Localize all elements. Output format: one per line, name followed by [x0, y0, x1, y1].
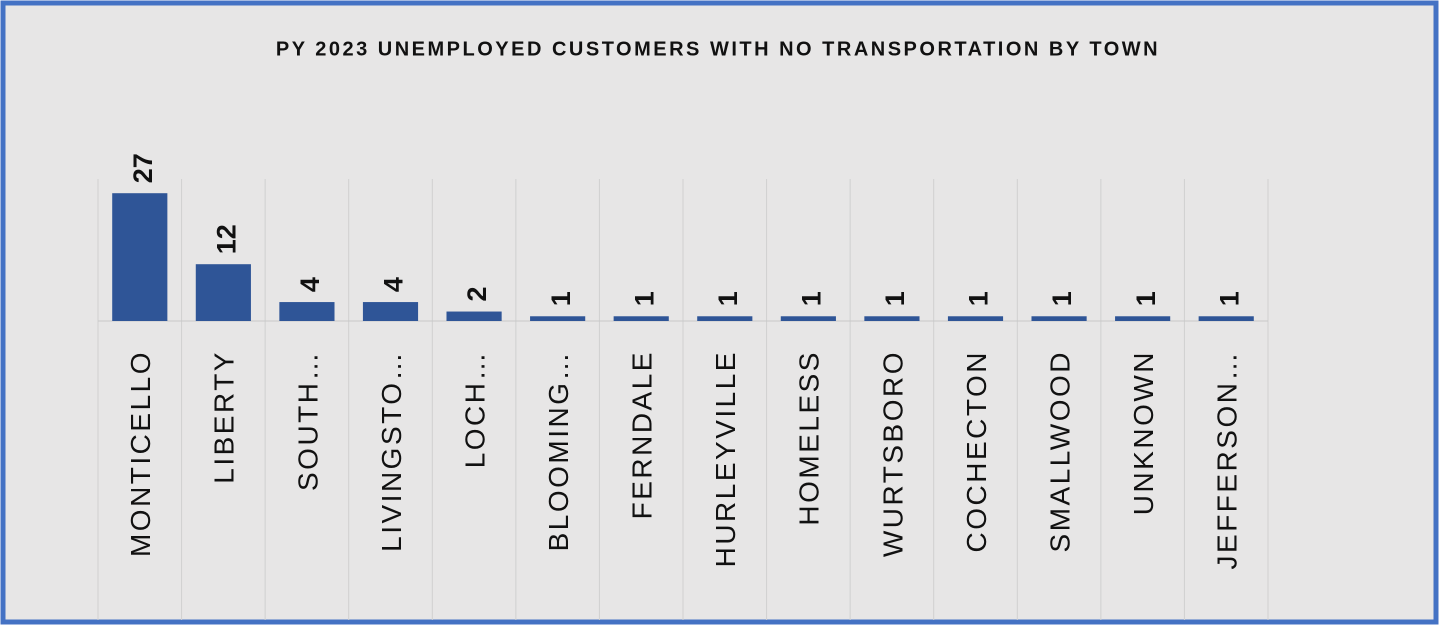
data-label: 12 [211, 224, 241, 254]
x-tick-label: MONTICELLO [125, 350, 156, 557]
x-tick-label: UNKNOWN [1128, 350, 1159, 515]
data-label: 1 [546, 291, 576, 306]
chart-title: PY 2023 UNEMPLOYED CUSTOMERS WITH NO TRA… [276, 38, 1160, 60]
bar [697, 316, 753, 321]
bar [947, 316, 1004, 321]
bar [864, 316, 920, 321]
bar [613, 316, 669, 321]
x-tick-label: BLOOMING… [543, 350, 574, 551]
bar [780, 316, 836, 321]
x-tick-label: SMALLWOOD [1044, 350, 1075, 552]
x-tick-label: HOMELESS [794, 350, 825, 526]
data-label: 27 [128, 153, 158, 183]
bar [1031, 316, 1087, 321]
data-label: 1 [796, 291, 826, 306]
x-tick-label: FERNDALE [627, 350, 658, 519]
x-tick-label: COCHECTON [961, 350, 992, 552]
bar [1198, 316, 1254, 321]
data-label: 2 [462, 287, 492, 302]
bar [446, 311, 502, 321]
data-label: 1 [964, 291, 994, 306]
x-tick-label: HURLEYVILLE [710, 350, 741, 567]
data-label: 1 [1131, 291, 1161, 306]
bar [362, 302, 419, 321]
bar [279, 302, 335, 321]
x-tick-label: LIBERTY [209, 350, 240, 484]
data-label: 1 [629, 291, 659, 306]
x-tick-label: SOUTH… [292, 350, 323, 491]
bar [530, 316, 586, 321]
x-tick-label: LIVINGSTO… [376, 350, 407, 552]
x-tick-label: WURTSBORO [877, 350, 908, 557]
data-label: 1 [713, 291, 743, 306]
data-label: 1 [1047, 291, 1077, 306]
data-label: 1 [1214, 291, 1244, 306]
data-label: 4 [379, 277, 409, 292]
x-tick-label: LOCH… [459, 350, 490, 468]
data-label: 1 [880, 291, 910, 306]
bar [195, 264, 251, 321]
x-tick-label: JEFFERSON… [1212, 350, 1243, 569]
bar [112, 193, 168, 321]
bar [1115, 316, 1171, 321]
data-label: 4 [295, 277, 325, 292]
